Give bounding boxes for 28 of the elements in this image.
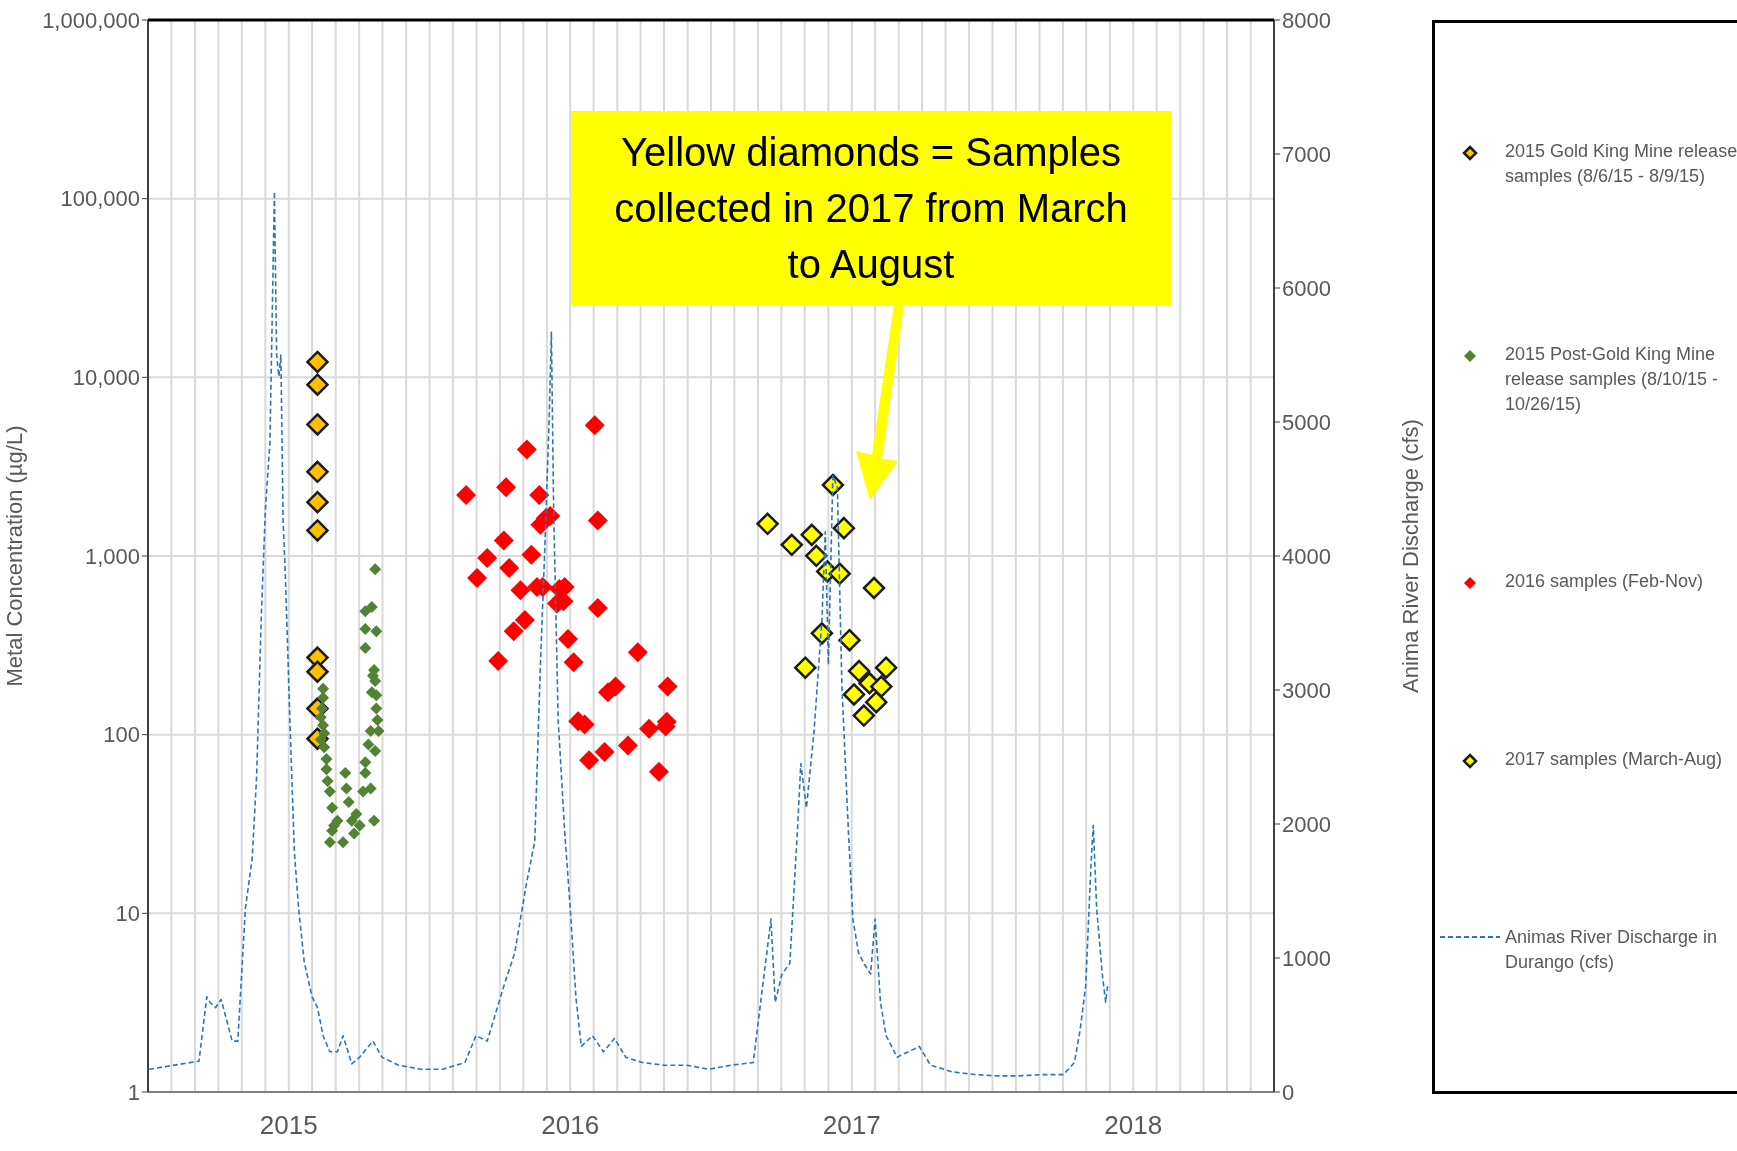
y-axis-title: Metal Concentration (µg/L): [1, 425, 27, 687]
y-tick-label: 1,000,000: [42, 7, 140, 33]
y-tick-label: 10: [115, 901, 140, 927]
y-tick-label: 100,000: [60, 186, 140, 212]
legend-label: 2015 Post-Gold King Mine release samples (8/10/15 - 10/26/15): [1505, 342, 1720, 416]
y-tick-label: 1: [127, 1079, 140, 1105]
y2-tick-label: 5000: [1282, 409, 1331, 435]
y2-tick-label: 7000: [1282, 141, 1331, 167]
y2-tick-label: 0: [1282, 1079, 1295, 1105]
y2-tick-label: 4000: [1282, 543, 1331, 569]
x-tick-label: 2016: [541, 1110, 600, 1141]
y2-axis-title: Anima River Discharge (cfs): [1397, 419, 1423, 693]
y-tick-label: 100: [103, 722, 140, 748]
legend-label: Animas River Discharge in Durango (cfs): [1505, 925, 1719, 974]
x-tick-label: 2017: [822, 1110, 881, 1141]
x-tick-label: 2018: [1104, 1110, 1163, 1141]
y2-tick-label: 2000: [1282, 811, 1331, 837]
y2-tick-label: 1000: [1282, 945, 1331, 971]
legend-label: 2016 samples (Feb-Nov): [1505, 570, 1705, 594]
legend-label: 2017 samples (March-Aug): [1505, 748, 1724, 772]
y2-tick-label: 6000: [1282, 275, 1331, 301]
annotation: Yellow diamonds = Samples collected in 2017 from March to August: [571, 111, 1171, 305]
y-tick-label: 1,000: [84, 543, 140, 569]
y2-tick-label: 8000: [1282, 7, 1331, 33]
y-tick-label: 10,000: [72, 365, 140, 391]
y2-tick-label: 3000: [1282, 677, 1331, 703]
x-tick-label: 2015: [259, 1110, 318, 1141]
legend-label: 2015 Gold King Mine release samples (8/6/15 - 8/9/15): [1505, 140, 1737, 189]
